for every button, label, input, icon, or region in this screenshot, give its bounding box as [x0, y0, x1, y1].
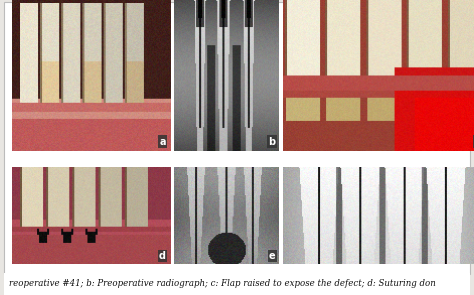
Text: d: d: [159, 251, 166, 261]
Text: b: b: [268, 137, 275, 147]
Text: e: e: [269, 251, 275, 261]
Text: reoperative #41; b: Preoperative radiograph; c: Flap raised to expose the defect: reoperative #41; b: Preoperative radiogr…: [9, 279, 436, 289]
Bar: [3, 273, 470, 295]
Text: a: a: [159, 137, 166, 147]
